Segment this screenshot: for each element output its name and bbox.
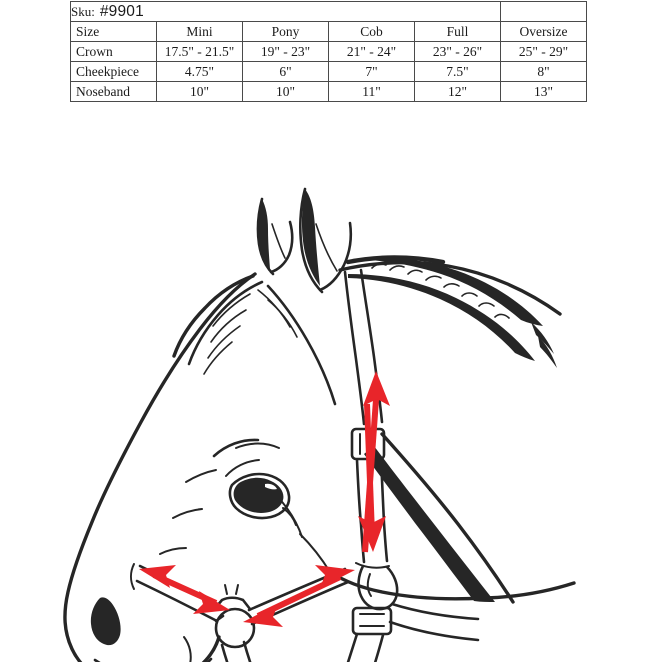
row-label-cheekpiece: Cheekpiece [70,61,157,82]
table-row-sku: Sku: #9901 [70,1,587,22]
table-row: Noseband 10" 10" 11" 12" 13" [70,81,587,102]
cell-crown-oversize: 25" - 29" [500,41,587,62]
cell-noseband-pony: 10" [242,81,329,102]
mane [348,257,557,368]
column-header-mini: Mini [156,21,243,42]
neck-underline [380,432,515,604]
forehead-line [266,284,337,406]
neck-shadow [364,446,495,602]
sku-cell: Sku: #9901 [70,1,501,22]
throatlatch-strap [346,632,385,662]
cell-cheekpiece-mini: 4.75" [156,61,243,82]
horse-halter-diagram: .ln { fill:none; stroke:#262626; stroke-… [0,104,662,662]
column-header-full: Full [414,21,501,42]
noseband-right-measure-arrow [243,565,355,627]
ear-right [299,187,353,294]
cell-cheekpiece-pony: 6" [242,61,329,82]
column-header-cob: Cob [328,21,415,42]
forelock [172,274,298,375]
cell-cheekpiece-cob: 7" [328,61,415,82]
jaw-curve [299,533,331,573]
column-header-pony: Pony [242,21,329,42]
jaw-strap [390,602,480,621]
brow-line [212,438,260,458]
cell-crown-pony: 19" - 23" [242,41,329,62]
table-row-header: Size Mini Pony Cob Full Oversize [70,21,587,42]
measurement-arrows [139,371,390,627]
nostril [90,597,121,646]
sku-value: #9901 [99,3,144,20]
cell-crown-cob: 21" - 24" [328,41,415,62]
cell-crown-full: 23" - 26" [414,41,501,62]
cell-noseband-mini: 10" [156,81,243,102]
shoulder-line [484,581,576,600]
chin-strap [220,640,252,662]
chin-groove [183,636,192,662]
column-header-oversize: Oversize [500,21,587,42]
face-profile-left [63,272,257,662]
size-table: Sku: #9901 Size Mini Pony Cob Full Oversi… [70,1,587,102]
face-shading-3 [159,547,187,555]
cell-noseband-oversize: 13" [500,81,587,102]
size-chart-table: Sku: #9901 Size Mini Pony Cob Full Oversi… [70,1,587,102]
sku-empty-cell [500,1,587,22]
neck-crest [338,260,562,316]
throat-line [328,570,485,601]
crown-strap [343,268,384,426]
brow-line-2 [235,442,280,449]
cell-cheekpiece-full: 7.5" [414,61,501,82]
row-label-crown: Crown [70,41,157,62]
snap-hook [351,564,399,636]
cell-noseband-full: 12" [414,81,501,102]
cell-noseband-cob: 11" [328,81,415,102]
jaw-strap-2 [388,620,480,642]
table-row: Cheekpiece 4.75" 6" 7" 7.5" 8" [70,61,587,82]
eye [225,459,297,526]
table-row: Crown 17.5" - 21.5" 19" - 23" 21" - 24" … [70,41,587,62]
cheekpiece-measure-arrow [358,403,386,552]
row-label-noseband: Noseband [70,81,157,102]
sku-label: Sku: [71,4,95,19]
muzzle-outline [201,635,221,662]
face-shading-2 [172,508,203,519]
column-header-size: Size [70,21,157,42]
ring-noseband [214,584,256,649]
neck-top-line [345,255,446,265]
ear-left [256,197,294,276]
cell-cheekpiece-oversize: 8" [500,61,587,82]
cell-crown-mini: 17.5" - 21.5" [156,41,243,62]
noseband-left-measure-arrow [139,565,230,614]
face-shading-1 [185,469,217,483]
horse-outline [63,187,576,662]
